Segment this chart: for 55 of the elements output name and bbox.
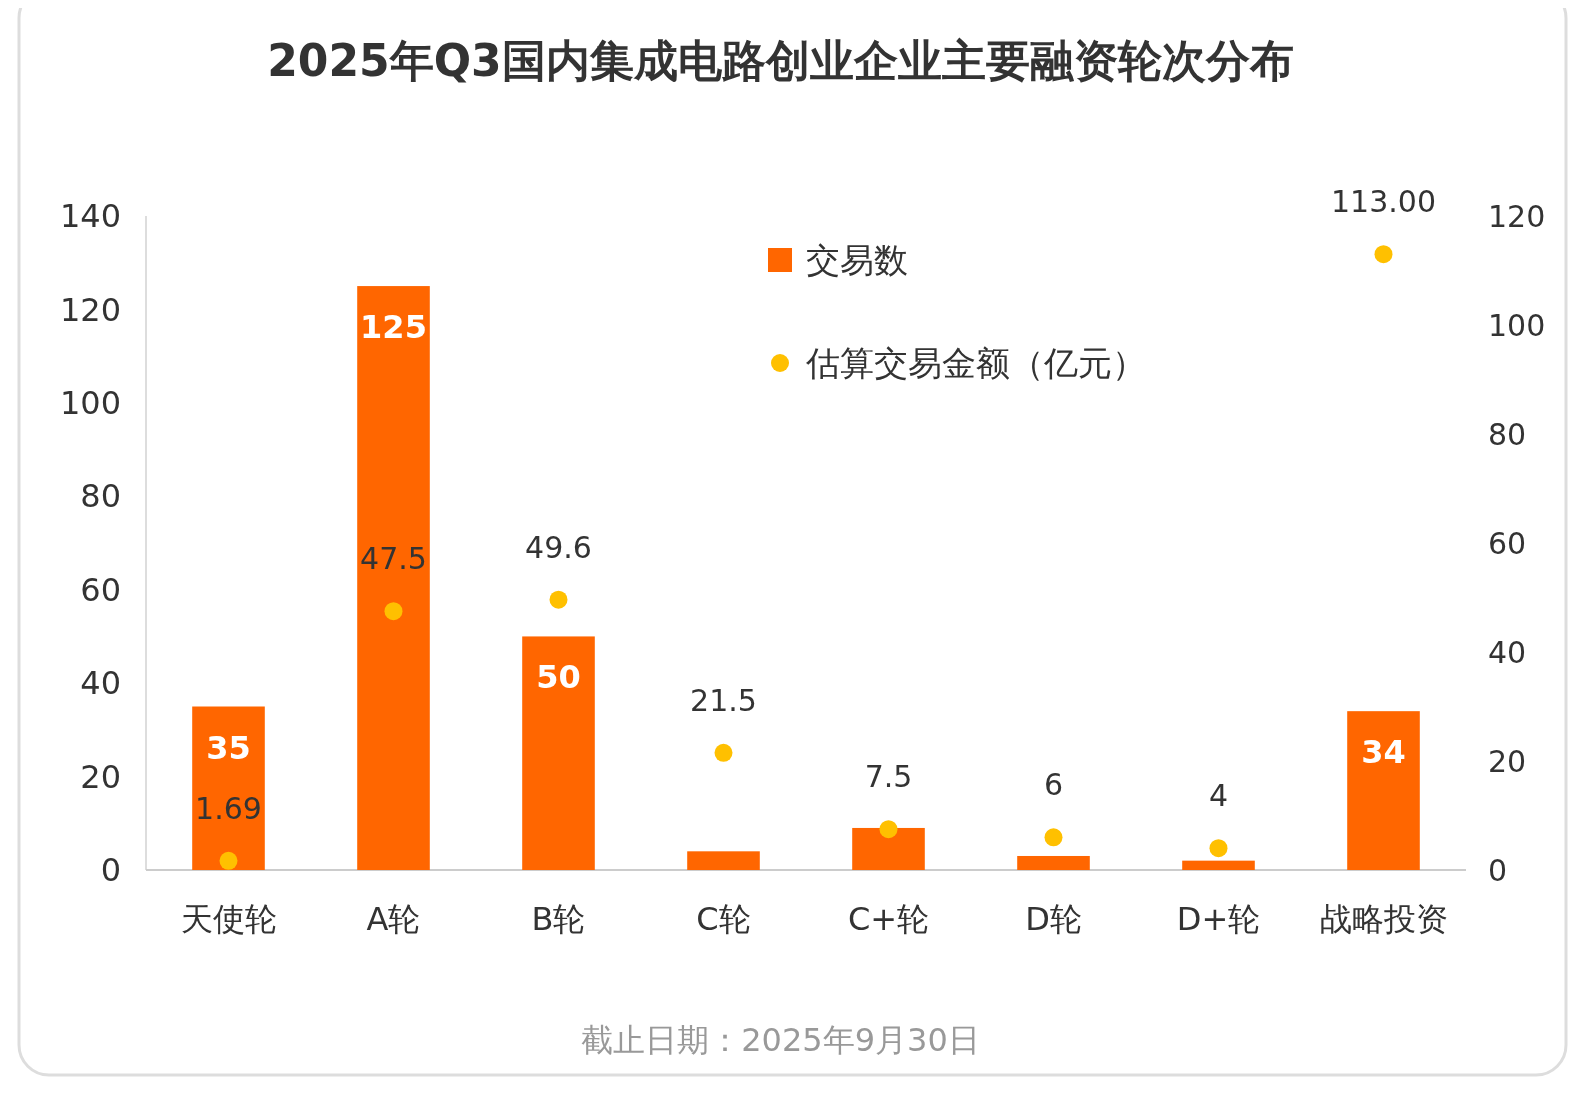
data-label: 35 xyxy=(206,728,251,767)
point xyxy=(1209,839,1228,858)
data-label: 34 xyxy=(1361,733,1406,772)
point xyxy=(1374,245,1393,264)
bar xyxy=(522,636,595,870)
bar xyxy=(192,706,265,870)
x-tick-label: A轮 xyxy=(366,900,421,938)
bar xyxy=(1347,711,1420,870)
point xyxy=(549,590,568,609)
x-tick-label: D+轮 xyxy=(1176,900,1261,938)
y-tick-label: 100 xyxy=(59,384,121,423)
y2-tick-label: 20 xyxy=(1488,743,1527,779)
x-tick-label: D轮 xyxy=(1025,900,1082,938)
y2-tick-label: 80 xyxy=(1488,416,1527,452)
x-tick-label: 战略投资 xyxy=(1319,900,1448,938)
point xyxy=(1044,828,1063,847)
x-tick-label: C轮 xyxy=(696,900,751,938)
legend-label: 交易数 xyxy=(806,239,908,280)
data-label: 125 xyxy=(360,308,427,347)
bar xyxy=(1182,860,1255,870)
data-label: 47.5 xyxy=(360,541,427,577)
y-tick-label: 140 xyxy=(59,197,121,236)
x-tick-label: B轮 xyxy=(531,900,586,938)
data-label: 50 xyxy=(536,658,581,697)
data-label: 21.5 xyxy=(690,682,757,718)
y-tick-label: 60 xyxy=(80,570,121,609)
data-label: 6 xyxy=(1043,767,1064,803)
y-tick-label: 120 xyxy=(59,290,121,329)
y2-tick-label: 40 xyxy=(1488,634,1527,670)
point xyxy=(714,743,733,762)
chart-title: 2025年Q3国内集成电路创业企业主要融资轮次分布 xyxy=(267,35,1294,86)
y-tick-label: 20 xyxy=(80,757,121,796)
bar xyxy=(357,286,430,870)
x-tick-label: 天使轮 xyxy=(180,900,277,938)
y2-tick-label: 120 xyxy=(1488,198,1546,234)
data-label: 1.69 xyxy=(195,790,262,826)
point xyxy=(879,820,898,839)
data-label: 49.6 xyxy=(525,529,592,565)
y-tick-label: 40 xyxy=(80,664,121,703)
data-label: 4 xyxy=(1208,778,1229,814)
x-tick-label: C+轮 xyxy=(847,900,930,938)
text: 截止日期：2025年9月30日 xyxy=(581,1021,980,1059)
y-tick-label: 80 xyxy=(80,477,121,516)
point xyxy=(219,851,238,870)
y2-tick-label: 60 xyxy=(1488,525,1527,561)
bar xyxy=(852,827,925,870)
bar xyxy=(1017,855,1090,870)
legend-label: 估算交易金额（亿元） xyxy=(805,342,1146,383)
data-label: 7.5 xyxy=(864,759,913,795)
bar xyxy=(687,851,760,870)
y2-tick-label: 0 xyxy=(1488,852,1508,888)
y2-tick-label: 100 xyxy=(1488,307,1546,343)
y-tick-label: 0 xyxy=(100,851,121,890)
point xyxy=(384,602,403,621)
data-label: 113.00 xyxy=(1331,184,1436,220)
